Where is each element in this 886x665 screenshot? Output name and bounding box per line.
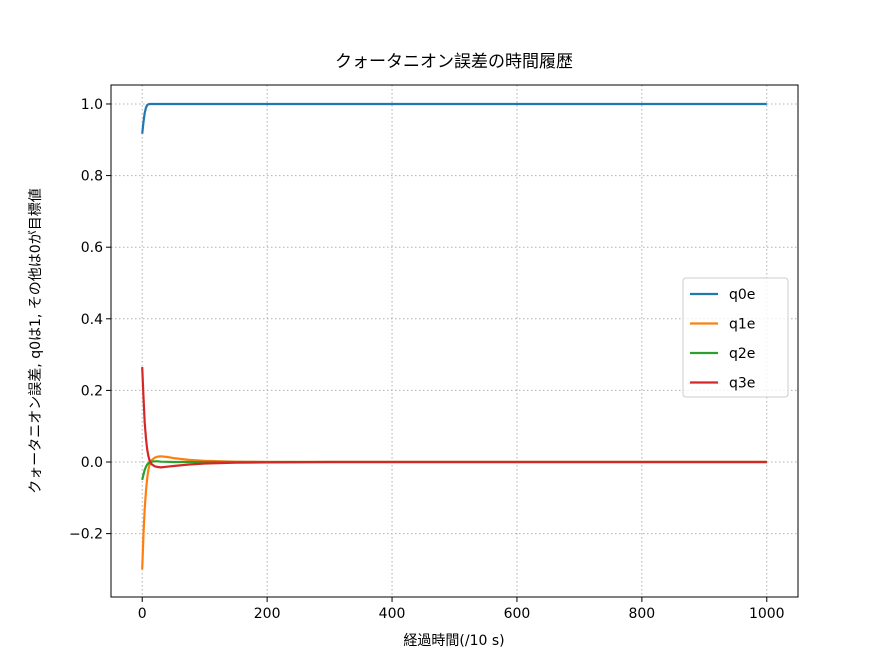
legend-label-q3e: q3e — [729, 376, 755, 392]
legend-label-q1e: q1e — [729, 317, 755, 333]
y-tick-label: 0.6 — [81, 240, 103, 256]
x-tick-label: 0 — [138, 606, 147, 622]
y-tick-label: 0.4 — [81, 312, 103, 328]
chart-title: クォータニオン誤差の時間履歴 — [335, 52, 573, 72]
x-tick-label: 1000 — [749, 606, 785, 622]
x-tick-label: 200 — [254, 606, 281, 622]
plot-frame — [110, 84, 799, 598]
y-tick-label: 1.0 — [81, 97, 103, 113]
x-tick-label: 400 — [379, 606, 406, 622]
x-axis: 0 200 400 600 800 1000 — [138, 597, 785, 622]
series-line-q2e — [141, 460, 767, 481]
x-tick-label: 800 — [628, 606, 655, 622]
x-axis-label: 経過時間(/10 s) — [403, 633, 504, 649]
series-line-q1e — [141, 455, 767, 570]
legend: q0e q1e q2e q3e — [682, 277, 789, 398]
legend-box — [682, 277, 789, 398]
y-tick-label: 0.8 — [81, 169, 103, 185]
y-axis: −0.2 0.0 0.2 0.4 0.6 0.8 1.0 — [69, 97, 111, 543]
legend-label-q0e: q0e — [729, 287, 755, 303]
y-axis-label: クォータニオン誤差, q0は1, その他は0が目標値 — [28, 188, 44, 493]
y-tick-label: 0.2 — [81, 383, 103, 399]
y-tick-label: 0.0 — [81, 455, 103, 471]
legend-label-q2e: q2e — [729, 346, 755, 362]
series-line-q3e — [141, 367, 767, 469]
series-line-q0e — [141, 102, 767, 134]
y-tick-label: −0.2 — [69, 527, 103, 543]
x-tick-label: 600 — [504, 606, 531, 622]
series-lines — [141, 102, 767, 570]
